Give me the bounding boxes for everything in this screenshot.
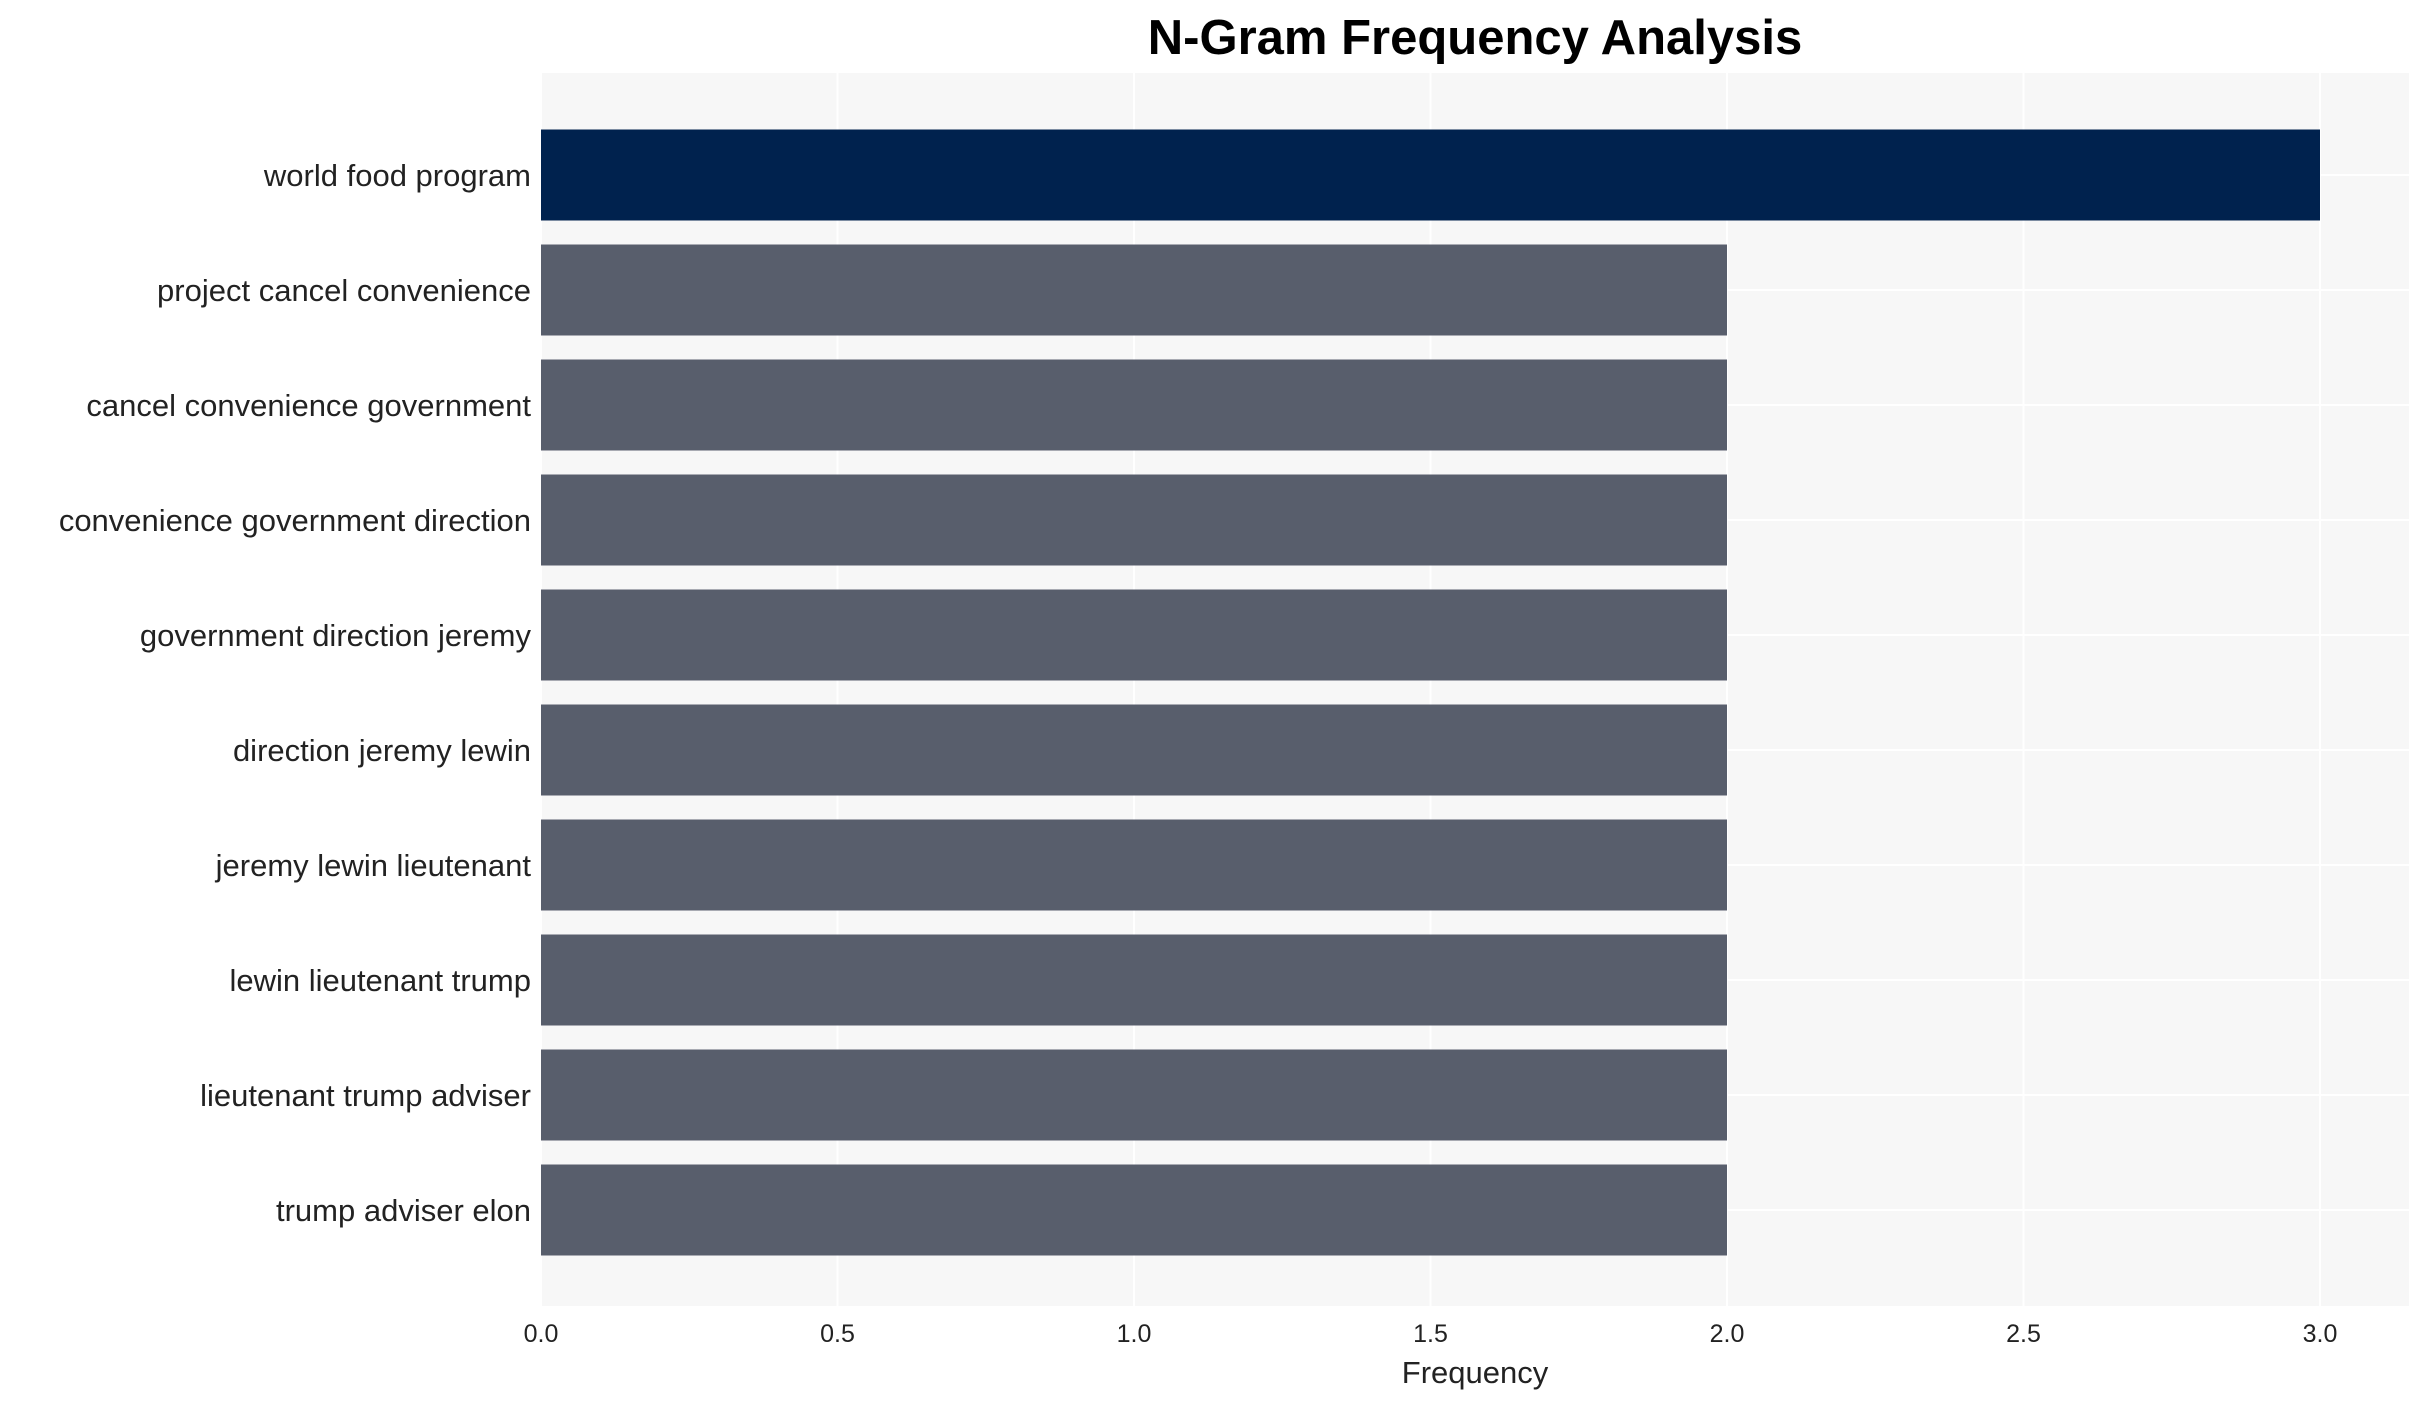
x-tick-label: 1.5	[1413, 1320, 1448, 1348]
bar	[541, 819, 1727, 911]
bars	[541, 129, 2320, 1256]
x-tick-label: 2.0	[1710, 1320, 1745, 1348]
x-tick-label: 0.5	[820, 1320, 855, 1348]
x-tick-label: 3.0	[2303, 1320, 2338, 1348]
bar	[541, 474, 1727, 566]
bar	[541, 129, 2320, 221]
bar	[541, 589, 1727, 681]
y-tick-label: project cancel convenience	[157, 273, 531, 308]
chart-title: N-Gram Frequency Analysis	[1148, 11, 1802, 65]
bar	[541, 934, 1727, 1026]
x-tick-label: 1.0	[1117, 1320, 1152, 1348]
y-tick-label: convenience government direction	[59, 503, 531, 538]
y-tick-label: trump adviser elon	[276, 1193, 531, 1228]
y-tick-label: government direction jeremy	[140, 618, 532, 653]
x-tick-label: 0.0	[524, 1320, 559, 1348]
x-axis-label: Frequency	[1402, 1355, 1549, 1390]
bar	[541, 359, 1727, 451]
x-tick-labels: 0.0 0.5 1.0 1.5 2.0 2.5 3.0	[524, 1320, 2338, 1348]
y-tick-label: lewin lieutenant trump	[229, 963, 531, 998]
y-tick-label: cancel convenience government	[86, 388, 531, 423]
y-tick-labels: world food program project cancel conveni…	[59, 158, 532, 1228]
x-tick-label: 2.5	[2006, 1320, 2041, 1348]
y-tick-label: jeremy lewin lieutenant	[215, 848, 532, 883]
bar	[541, 1164, 1727, 1256]
bar	[541, 704, 1727, 796]
y-tick-label: world food program	[263, 158, 531, 193]
y-tick-label: lieutenant trump adviser	[200, 1078, 531, 1113]
y-tick-label: direction jeremy lewin	[233, 733, 531, 768]
bar	[541, 1049, 1727, 1141]
bar	[541, 244, 1727, 336]
